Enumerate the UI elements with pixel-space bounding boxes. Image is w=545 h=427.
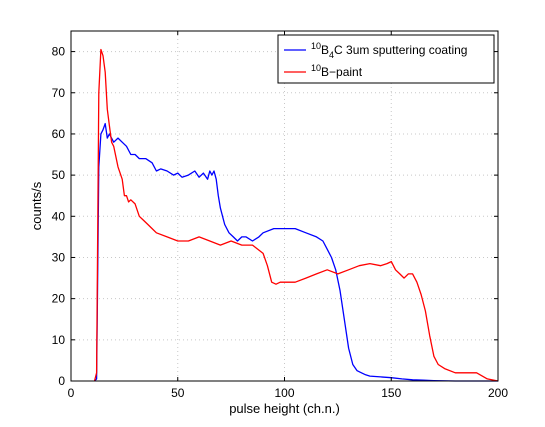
legend: 10B4C 3um sputtering coating 10B−paint <box>277 34 495 84</box>
y-tick-label: 70 <box>52 86 66 100</box>
x-tick-label: 0 <box>68 386 75 400</box>
x-tick-label: 100 <box>274 386 294 400</box>
x-axis-label: pulse height (ch.n.) <box>229 401 340 416</box>
y-tick-label: 30 <box>52 250 66 264</box>
legend-label-1: 10B4C 3um sputtering coating <box>311 41 467 60</box>
x-tick-label: 50 <box>171 386 185 400</box>
y-tick-label: 80 <box>52 45 66 59</box>
y-tick-label: 60 <box>52 127 66 141</box>
series-line-2 <box>93 48 499 382</box>
series-line-1 <box>94 122 498 382</box>
y-tick-label: 0 <box>58 374 65 388</box>
x-tick-label: 200 <box>488 386 508 400</box>
x-tick-label: 150 <box>381 386 401 400</box>
y-tick-label: 50 <box>52 168 66 182</box>
y-tick-label: 40 <box>52 209 66 223</box>
y-axis-label: counts/s <box>29 181 44 230</box>
axis-ticks: 0 50 100 150 200 0 10 20 30 40 50 60 70 80 <box>52 31 508 400</box>
series-lines <box>93 48 499 382</box>
y-tick-label: 10 <box>52 333 66 347</box>
legend-label-2: 10B−paint <box>311 63 363 79</box>
y-tick-label: 20 <box>52 292 66 306</box>
legend-box <box>277 34 495 84</box>
